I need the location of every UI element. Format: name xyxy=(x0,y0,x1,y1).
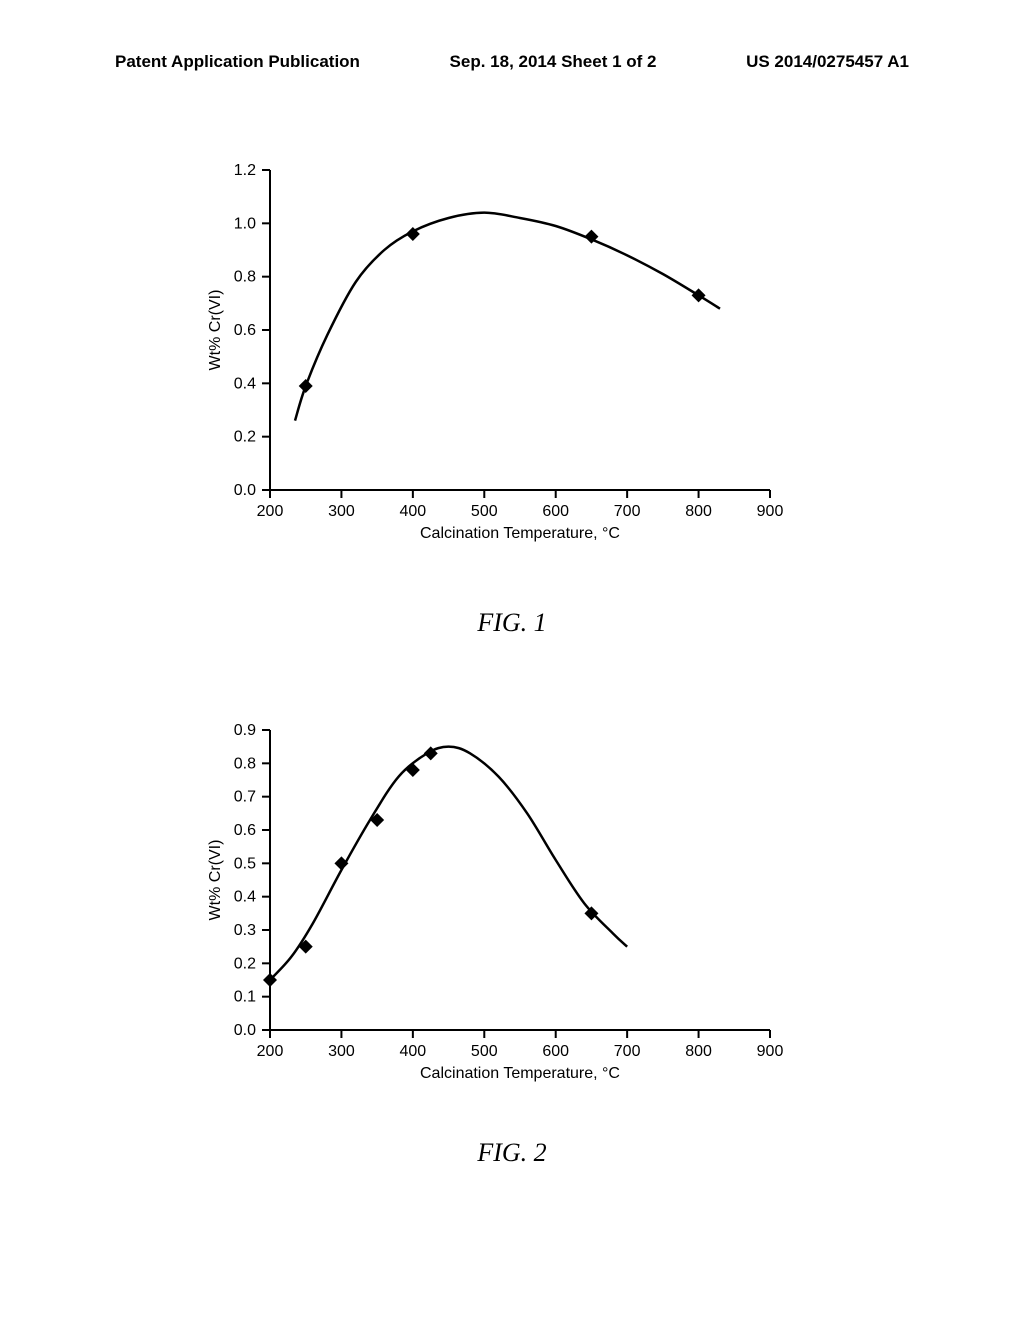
svg-text:0.9: 0.9 xyxy=(234,722,256,739)
svg-text:0.0: 0.0 xyxy=(234,482,256,499)
svg-text:Wt% Cr(VI): Wt% Cr(VI) xyxy=(207,290,224,371)
svg-text:0.8: 0.8 xyxy=(234,755,256,772)
svg-text:900: 900 xyxy=(757,503,784,520)
svg-text:800: 800 xyxy=(685,503,712,520)
svg-text:Calcination Temperature, °C: Calcination Temperature, °C xyxy=(420,525,620,542)
header-right: US 2014/0275457 A1 xyxy=(746,52,909,72)
figure-2-chart: 200 300 400 500 600 700 800 900 0.0 0.1 0.2 0.3 0.4 0… xyxy=(200,720,800,1120)
svg-text:0.8: 0.8 xyxy=(234,269,256,286)
svg-text:0.6: 0.6 xyxy=(234,822,256,839)
svg-text:Wt% Cr(VI): Wt% Cr(VI) xyxy=(207,840,224,921)
svg-text:0.3: 0.3 xyxy=(234,922,256,939)
chart1-svg: 200 300 400 500 600 700 800 900 0.0 0.2 0.4 0.6 0.8 1… xyxy=(200,160,800,580)
svg-text:800: 800 xyxy=(685,1043,712,1060)
svg-text:500: 500 xyxy=(471,1043,498,1060)
header-left: Patent Application Publication xyxy=(115,52,360,72)
svg-text:0.5: 0.5 xyxy=(234,855,256,872)
chart2-svg: 200 300 400 500 600 700 800 900 0.0 0.1 0.2 0.3 0.4 0… xyxy=(200,720,800,1120)
svg-text:0.4: 0.4 xyxy=(234,889,256,906)
svg-text:1.2: 1.2 xyxy=(234,162,256,179)
svg-text:200: 200 xyxy=(257,1043,284,1060)
svg-text:1.0: 1.0 xyxy=(234,215,256,232)
svg-text:600: 600 xyxy=(542,1043,569,1060)
svg-text:300: 300 xyxy=(328,503,355,520)
header-center: Sep. 18, 2014 Sheet 1 of 2 xyxy=(450,52,657,72)
svg-text:Calcination Temperature, °C: Calcination Temperature, °C xyxy=(420,1065,620,1082)
svg-text:400: 400 xyxy=(400,503,427,520)
svg-text:700: 700 xyxy=(614,503,641,520)
svg-text:0.2: 0.2 xyxy=(234,955,256,972)
svg-text:400: 400 xyxy=(400,1043,427,1060)
svg-text:200: 200 xyxy=(257,503,284,520)
svg-text:0.0: 0.0 xyxy=(234,1022,256,1039)
svg-text:500: 500 xyxy=(471,503,498,520)
figure-1-chart: 200 300 400 500 600 700 800 900 0.0 0.2 0.4 0.6 0.8 1… xyxy=(200,160,800,580)
svg-text:900: 900 xyxy=(757,1043,784,1060)
page-header: Patent Application Publication Sep. 18, … xyxy=(0,52,1024,72)
svg-text:0.6: 0.6 xyxy=(234,322,256,339)
svg-text:600: 600 xyxy=(542,503,569,520)
figure-2-label: FIG. 2 xyxy=(477,1138,546,1168)
figure-1-label: FIG. 1 xyxy=(477,608,546,638)
svg-text:700: 700 xyxy=(614,1043,641,1060)
svg-text:0.4: 0.4 xyxy=(234,375,256,392)
svg-text:300: 300 xyxy=(328,1043,355,1060)
svg-text:0.7: 0.7 xyxy=(234,789,256,806)
svg-text:0.2: 0.2 xyxy=(234,429,256,446)
svg-text:0.1: 0.1 xyxy=(234,989,256,1006)
